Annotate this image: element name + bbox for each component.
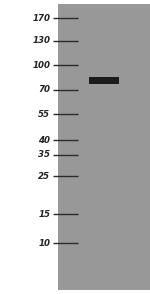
Text: 15: 15 [38, 210, 50, 218]
Text: 40: 40 [38, 136, 50, 145]
Text: 25: 25 [38, 172, 50, 181]
Text: 170: 170 [32, 14, 50, 23]
Text: 100: 100 [32, 61, 50, 70]
Bar [89, 77, 119, 84]
Text: 55: 55 [38, 110, 50, 118]
Bar [58, 4, 150, 290]
Text: 130: 130 [32, 36, 50, 45]
Text: 35: 35 [38, 151, 50, 159]
Text: 10: 10 [38, 239, 50, 248]
Text: 70: 70 [38, 86, 50, 94]
